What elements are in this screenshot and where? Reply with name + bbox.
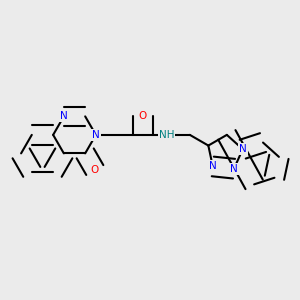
Text: N: N [230,164,238,174]
Text: N: N [92,130,100,140]
Text: NH: NH [159,130,174,140]
Text: N: N [239,144,247,154]
Text: O: O [139,111,147,121]
Text: N: N [209,161,217,171]
Text: N: N [60,111,68,122]
Text: O: O [91,165,99,175]
